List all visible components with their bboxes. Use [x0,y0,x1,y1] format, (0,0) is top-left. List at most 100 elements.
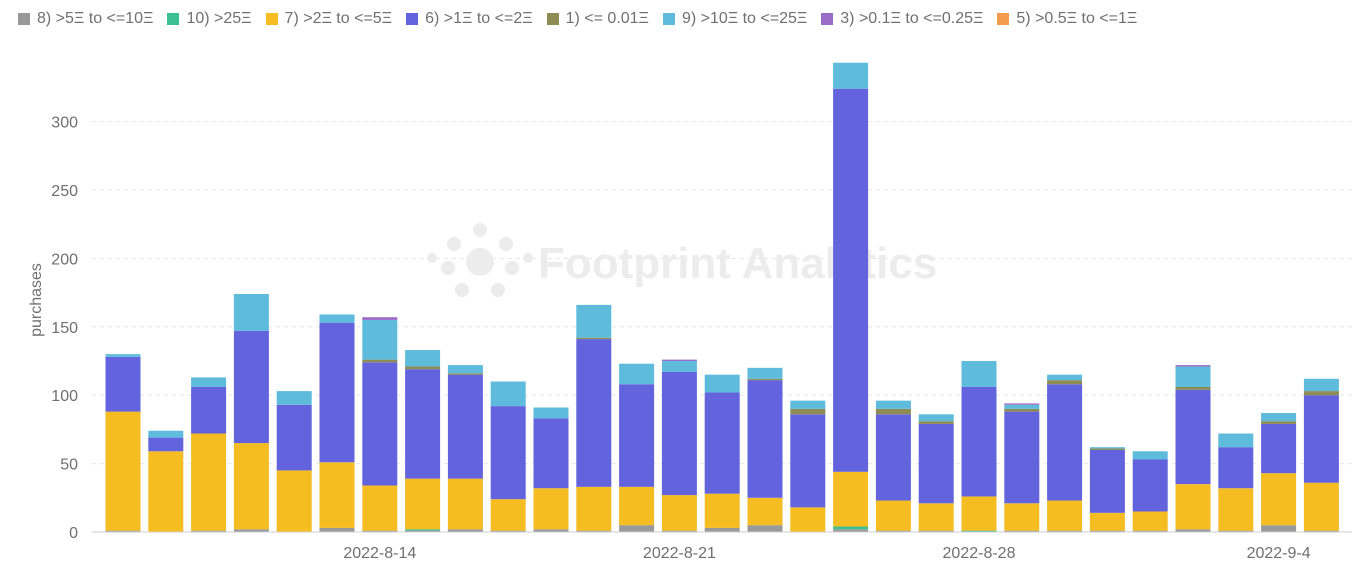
legend-item[interactable]: 7) >2Ξ to <=5Ξ [265,10,392,28]
bar-segment[interactable] [790,507,826,532]
bar-segment[interactable] [1261,525,1297,532]
bar-segment[interactable] [319,322,355,463]
bar-segment[interactable] [661,360,697,372]
bar-segment[interactable] [1175,389,1211,485]
bar-segment[interactable] [704,493,740,528]
bar-segment[interactable] [1047,530,1083,532]
bar-segment[interactable] [319,314,355,323]
bar-segment[interactable] [1261,473,1297,526]
bar-segment[interactable] [918,421,954,424]
bar-segment[interactable] [533,418,569,489]
bar-stack[interactable] [362,317,398,532]
bar-stack[interactable] [1218,433,1254,532]
bar-segment[interactable] [1303,395,1339,483]
bar-stack[interactable] [747,367,783,532]
bar-segment[interactable] [1175,484,1211,530]
legend-item[interactable]: 9) >10Ξ to <=25Ξ [662,10,807,28]
bar-segment[interactable] [704,374,740,393]
bar-segment[interactable] [747,378,783,381]
bar-segment[interactable] [1004,408,1040,412]
bar-segment[interactable] [405,529,441,531]
bar-segment[interactable] [961,530,997,532]
bar-segment[interactable] [918,414,954,422]
bar-stack[interactable] [533,407,569,532]
bar-segment[interactable] [1218,433,1254,448]
bar-segment[interactable] [576,486,612,531]
bar-segment[interactable] [105,356,141,412]
bar-stack[interactable] [405,350,441,532]
bar-stack[interactable] [790,400,826,532]
bar-segment[interactable] [790,414,826,508]
bar-segment[interactable] [276,470,312,532]
bar-segment[interactable] [1132,511,1168,531]
bar-segment[interactable] [191,386,227,434]
bar-segment[interactable] [362,359,398,363]
bar-stack[interactable] [619,363,655,532]
bar-segment[interactable] [1132,451,1168,460]
bar-segment[interactable] [619,486,655,526]
bar-segment[interactable] [533,529,569,532]
bar-segment[interactable] [833,62,869,89]
legend-item[interactable]: 3) >0.1Ξ to <=0.25Ξ [821,10,983,28]
bar-segment[interactable] [747,497,783,526]
bar-segment[interactable] [1261,412,1297,422]
bar-segment[interactable] [490,499,526,531]
bar-stack[interactable] [875,400,911,532]
bar-segment[interactable] [319,462,355,528]
bar-segment[interactable] [276,404,312,471]
bar-segment[interactable] [875,414,911,501]
bar-stack[interactable] [1175,365,1211,532]
bar-segment[interactable] [105,354,141,357]
bar-segment[interactable] [405,369,441,479]
bar-segment[interactable] [661,495,697,531]
bar-stack[interactable] [1004,403,1040,532]
bar-segment[interactable] [1175,529,1211,532]
bar-segment[interactable] [576,304,612,338]
bar-segment[interactable] [191,530,227,532]
bar-segment[interactable] [1132,530,1168,532]
bar-segment[interactable] [1089,512,1125,531]
bar-segment[interactable] [1004,403,1040,405]
bar-segment[interactable] [833,471,869,527]
bar-segment[interactable] [790,400,826,409]
bar-segment[interactable] [918,530,954,532]
bar-segment[interactable] [875,530,911,532]
bar-segment[interactable] [576,339,612,487]
bar-segment[interactable] [447,478,483,530]
bar-segment[interactable] [1303,391,1339,396]
bar-stack[interactable] [704,374,740,532]
bar-stack[interactable] [276,391,312,532]
bar-stack[interactable] [1261,412,1297,532]
bar-stack[interactable] [105,354,141,532]
legend-item[interactable]: 1) <= 0.01Ξ [546,10,649,28]
bar-segment[interactable] [1089,448,1125,450]
bar-segment[interactable] [362,362,398,486]
bar-segment[interactable] [405,478,441,530]
bar-segment[interactable] [447,373,483,375]
bar-stack[interactable] [661,359,697,532]
bar-segment[interactable] [747,367,783,379]
bar-segment[interactable] [1004,530,1040,532]
bar-segment[interactable] [490,381,526,407]
bar-segment[interactable] [148,430,184,438]
bar-segment[interactable] [319,527,355,532]
bar-segment[interactable] [533,488,569,530]
bar-segment[interactable] [1004,503,1040,531]
bar-segment[interactable] [1303,482,1339,531]
bar-segment[interactable] [1132,459,1168,512]
bar-segment[interactable] [1175,386,1211,390]
bar-segment[interactable] [833,88,869,472]
bar-segment[interactable] [490,530,526,532]
bar-segment[interactable] [833,529,869,532]
bar-segment[interactable] [961,496,997,531]
bar-segment[interactable] [619,363,655,385]
bar-segment[interactable] [105,530,141,532]
bar-segment[interactable] [362,530,398,532]
bar-segment[interactable] [105,411,141,531]
bar-stack[interactable] [918,414,954,532]
bar-segment[interactable] [148,437,184,452]
bar-segment[interactable] [1218,447,1254,489]
bar-segment[interactable] [1004,411,1040,504]
bar-stack[interactable] [1047,374,1083,532]
bar-segment[interactable] [704,527,740,532]
